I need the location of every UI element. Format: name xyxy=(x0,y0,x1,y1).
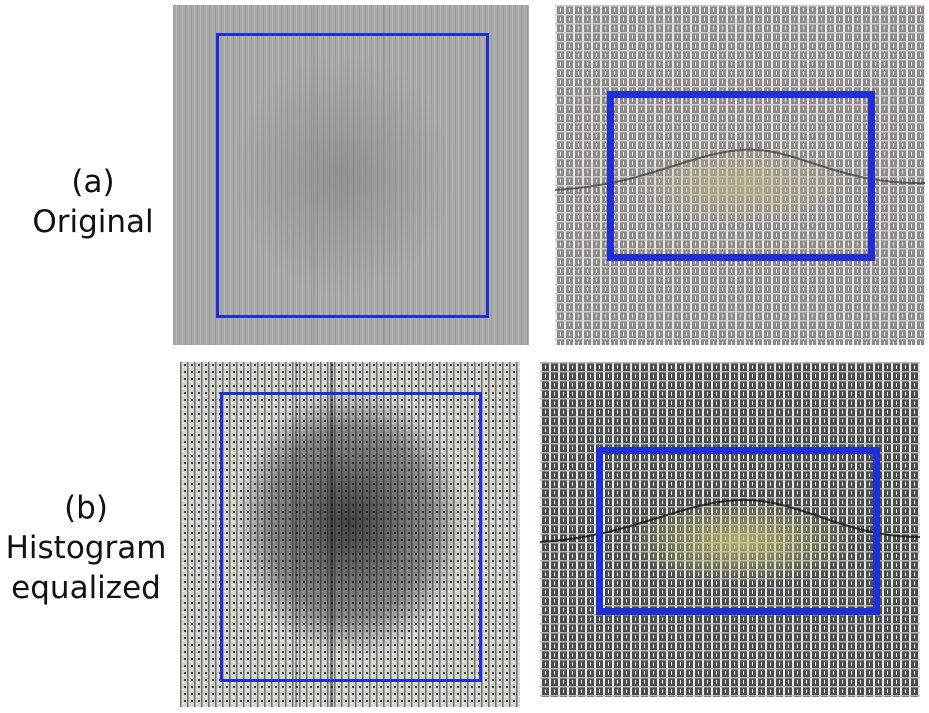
row-a-label: (a) Original xyxy=(18,162,168,242)
original-fabric-image-1 xyxy=(173,5,529,345)
equalized-fabric-image-1 xyxy=(180,362,520,707)
defect-bounding-box xyxy=(607,91,875,261)
equalized-fabric-image-2 xyxy=(540,362,920,697)
row-b-label: (b) Histogram equalized xyxy=(0,488,172,608)
row-b-tag: (b) xyxy=(64,490,108,526)
defect-bounding-box xyxy=(216,33,489,318)
defect-bounding-box xyxy=(220,392,482,682)
row-a-name: Original xyxy=(32,204,154,240)
row-b-name-line1: Histogram xyxy=(5,530,167,566)
row-b-name-line2: equalized xyxy=(11,570,161,606)
row-a-tag: (a) xyxy=(71,164,115,200)
defect-bounding-box xyxy=(596,447,880,615)
original-fabric-image-2 xyxy=(555,5,925,345)
